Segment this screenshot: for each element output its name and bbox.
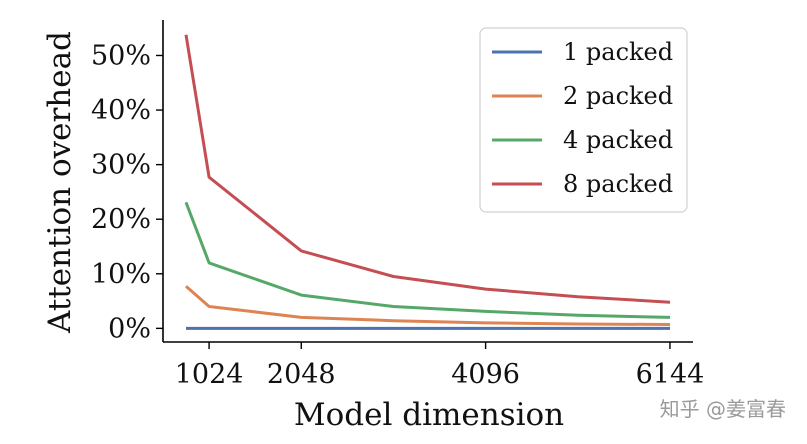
legend-label: 2 packed xyxy=(563,82,673,110)
y-axis-ticks: 0% 10% 20% 30% 40% 50% xyxy=(91,40,163,344)
y-tick-label: 40% xyxy=(91,95,151,126)
x-tick-label: 1024 xyxy=(175,359,244,390)
series-lines xyxy=(184,34,671,330)
y-tick-label: 0% xyxy=(108,313,151,344)
legend-label: 4 packed xyxy=(563,126,673,154)
series-line-8-packed xyxy=(184,34,671,304)
x-tick-label: 6144 xyxy=(636,359,705,390)
x-tick-label: 4096 xyxy=(451,359,520,390)
y-tick-label: 10% xyxy=(91,259,151,290)
x-tick-label: 2048 xyxy=(267,359,336,390)
legend-box xyxy=(479,27,688,213)
x-axis-title: Model dimension xyxy=(294,397,564,433)
y-axis-title: Attention overhead xyxy=(42,31,78,334)
series-line-2-packed xyxy=(185,285,671,326)
series-line-4-packed xyxy=(184,201,671,319)
y-tick-label: 20% xyxy=(91,204,151,235)
legend-label: 1 packed xyxy=(563,38,673,66)
watermark: 知乎 @姜富春 xyxy=(660,397,786,421)
x-axis-ticks: 1024 2048 4096 6144 xyxy=(175,342,705,390)
legend-label: 8 packed xyxy=(563,170,673,198)
legend: 1 packed 2 packed 4 packed 8 packed xyxy=(479,27,688,213)
y-tick-label: 50% xyxy=(91,40,151,71)
y-tick-label: 30% xyxy=(91,150,151,181)
